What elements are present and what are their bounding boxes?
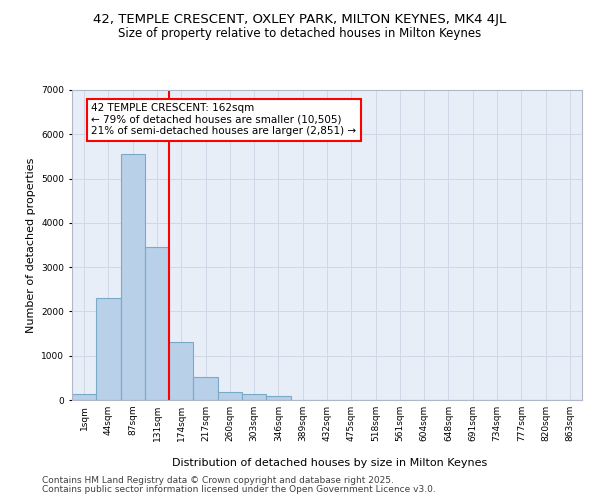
Y-axis label: Number of detached properties: Number of detached properties [26, 158, 36, 332]
Text: Size of property relative to detached houses in Milton Keynes: Size of property relative to detached ho… [118, 28, 482, 40]
Bar [218, 392, 242, 400]
Bar [169, 342, 193, 400]
Bar [193, 377, 218, 400]
Bar [145, 247, 169, 400]
Bar [96, 298, 121, 400]
Bar [72, 394, 96, 400]
Text: Contains public sector information licensed under the Open Government Licence v3: Contains public sector information licen… [42, 485, 436, 494]
Bar [121, 154, 145, 400]
Text: 42, TEMPLE CRESCENT, OXLEY PARK, MILTON KEYNES, MK4 4JL: 42, TEMPLE CRESCENT, OXLEY PARK, MILTON … [94, 12, 506, 26]
Text: Distribution of detached houses by size in Milton Keynes: Distribution of detached houses by size … [172, 458, 488, 468]
Text: 42 TEMPLE CRESCENT: 162sqm
← 79% of detached houses are smaller (10,505)
21% of : 42 TEMPLE CRESCENT: 162sqm ← 79% of deta… [91, 104, 356, 136]
Bar [242, 394, 266, 400]
Text: Contains HM Land Registry data © Crown copyright and database right 2025.: Contains HM Land Registry data © Crown c… [42, 476, 394, 485]
Bar [266, 396, 290, 400]
